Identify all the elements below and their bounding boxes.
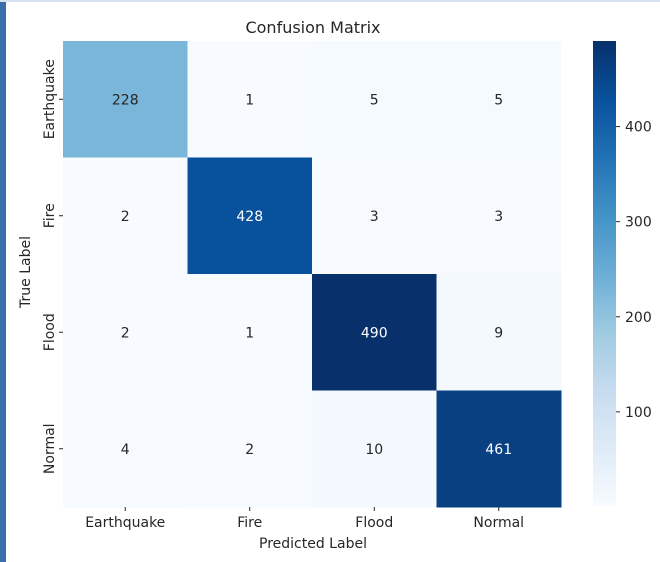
colorbar-ticks: 100 200 300 400 bbox=[616, 120, 652, 421]
heatmap-cell bbox=[63, 41, 188, 158]
colorbar-tick-label: 300 bbox=[625, 215, 652, 231]
heatmap-cell bbox=[312, 41, 437, 158]
cell-value-label: 3 bbox=[370, 209, 379, 225]
x-tick-label: Earthquake bbox=[85, 515, 165, 531]
cell-value-label: 1 bbox=[245, 325, 254, 341]
colorbar-tick-label: 100 bbox=[625, 405, 652, 421]
cell-value-label: 2 bbox=[121, 325, 130, 341]
cell-value-label: 5 bbox=[370, 92, 379, 108]
y-tick-label: Normal bbox=[42, 423, 58, 474]
y-tick-labels: Earthquake Fire Flood Normal bbox=[42, 59, 63, 474]
cell-value-label: 9 bbox=[494, 325, 503, 341]
colorbar bbox=[593, 41, 616, 506]
heatmap-cell bbox=[63, 157, 188, 275]
colorbar-tick-label: 400 bbox=[625, 120, 652, 136]
x-tick-label: Flood bbox=[355, 515, 393, 531]
y-tick-label: Earthquake bbox=[42, 59, 58, 139]
window-left-edge bbox=[0, 0, 6, 562]
heatmap-cell bbox=[436, 390, 562, 508]
heatmap-cells: 228 1 5 5 2 428 3 3 2 1 490 9 4 2 10 461 bbox=[63, 41, 562, 508]
heatmap-cell bbox=[187, 390, 313, 508]
y-axis-label: True Label bbox=[18, 236, 34, 309]
x-axis-label: Predicted Label bbox=[259, 536, 367, 552]
colorbar-tick-label: 200 bbox=[625, 310, 652, 326]
heatmap-cell bbox=[187, 274, 313, 391]
cell-value-label: 4 bbox=[121, 442, 130, 458]
heatmap-cell bbox=[436, 157, 562, 275]
cell-value-label: 2 bbox=[121, 209, 130, 225]
cell-value-label: 461 bbox=[485, 442, 512, 458]
heatmap-cell bbox=[436, 274, 562, 391]
chart-title: Confusion Matrix bbox=[245, 18, 380, 37]
cell-value-label: 428 bbox=[236, 209, 263, 225]
cell-value-label: 5 bbox=[494, 92, 503, 108]
window-top-edge bbox=[0, 0, 660, 2]
x-tick-label: Normal bbox=[473, 515, 524, 531]
x-tick-label: Fire bbox=[237, 515, 262, 531]
heatmap-cell bbox=[312, 274, 437, 391]
cell-value-label: 2 bbox=[245, 442, 254, 458]
heatmap-cell bbox=[187, 41, 313, 158]
y-tick-label: Fire bbox=[42, 203, 58, 228]
heatmap-cell bbox=[312, 157, 437, 275]
y-tick-label: Flood bbox=[42, 313, 58, 351]
heatmap-cell bbox=[312, 390, 437, 508]
cell-value-label: 228 bbox=[112, 92, 139, 108]
cell-value-label: 490 bbox=[361, 325, 388, 341]
x-tick-labels: Earthquake Fire Flood Normal bbox=[85, 507, 524, 531]
cell-value-label: 10 bbox=[365, 442, 383, 458]
heatmap-cell bbox=[63, 390, 188, 508]
heatmap-cell bbox=[436, 41, 562, 158]
heatmap-cell bbox=[63, 274, 188, 391]
heatmap-cell bbox=[187, 157, 313, 275]
cell-value-label: 1 bbox=[245, 92, 254, 108]
cell-value-label: 3 bbox=[494, 209, 503, 225]
